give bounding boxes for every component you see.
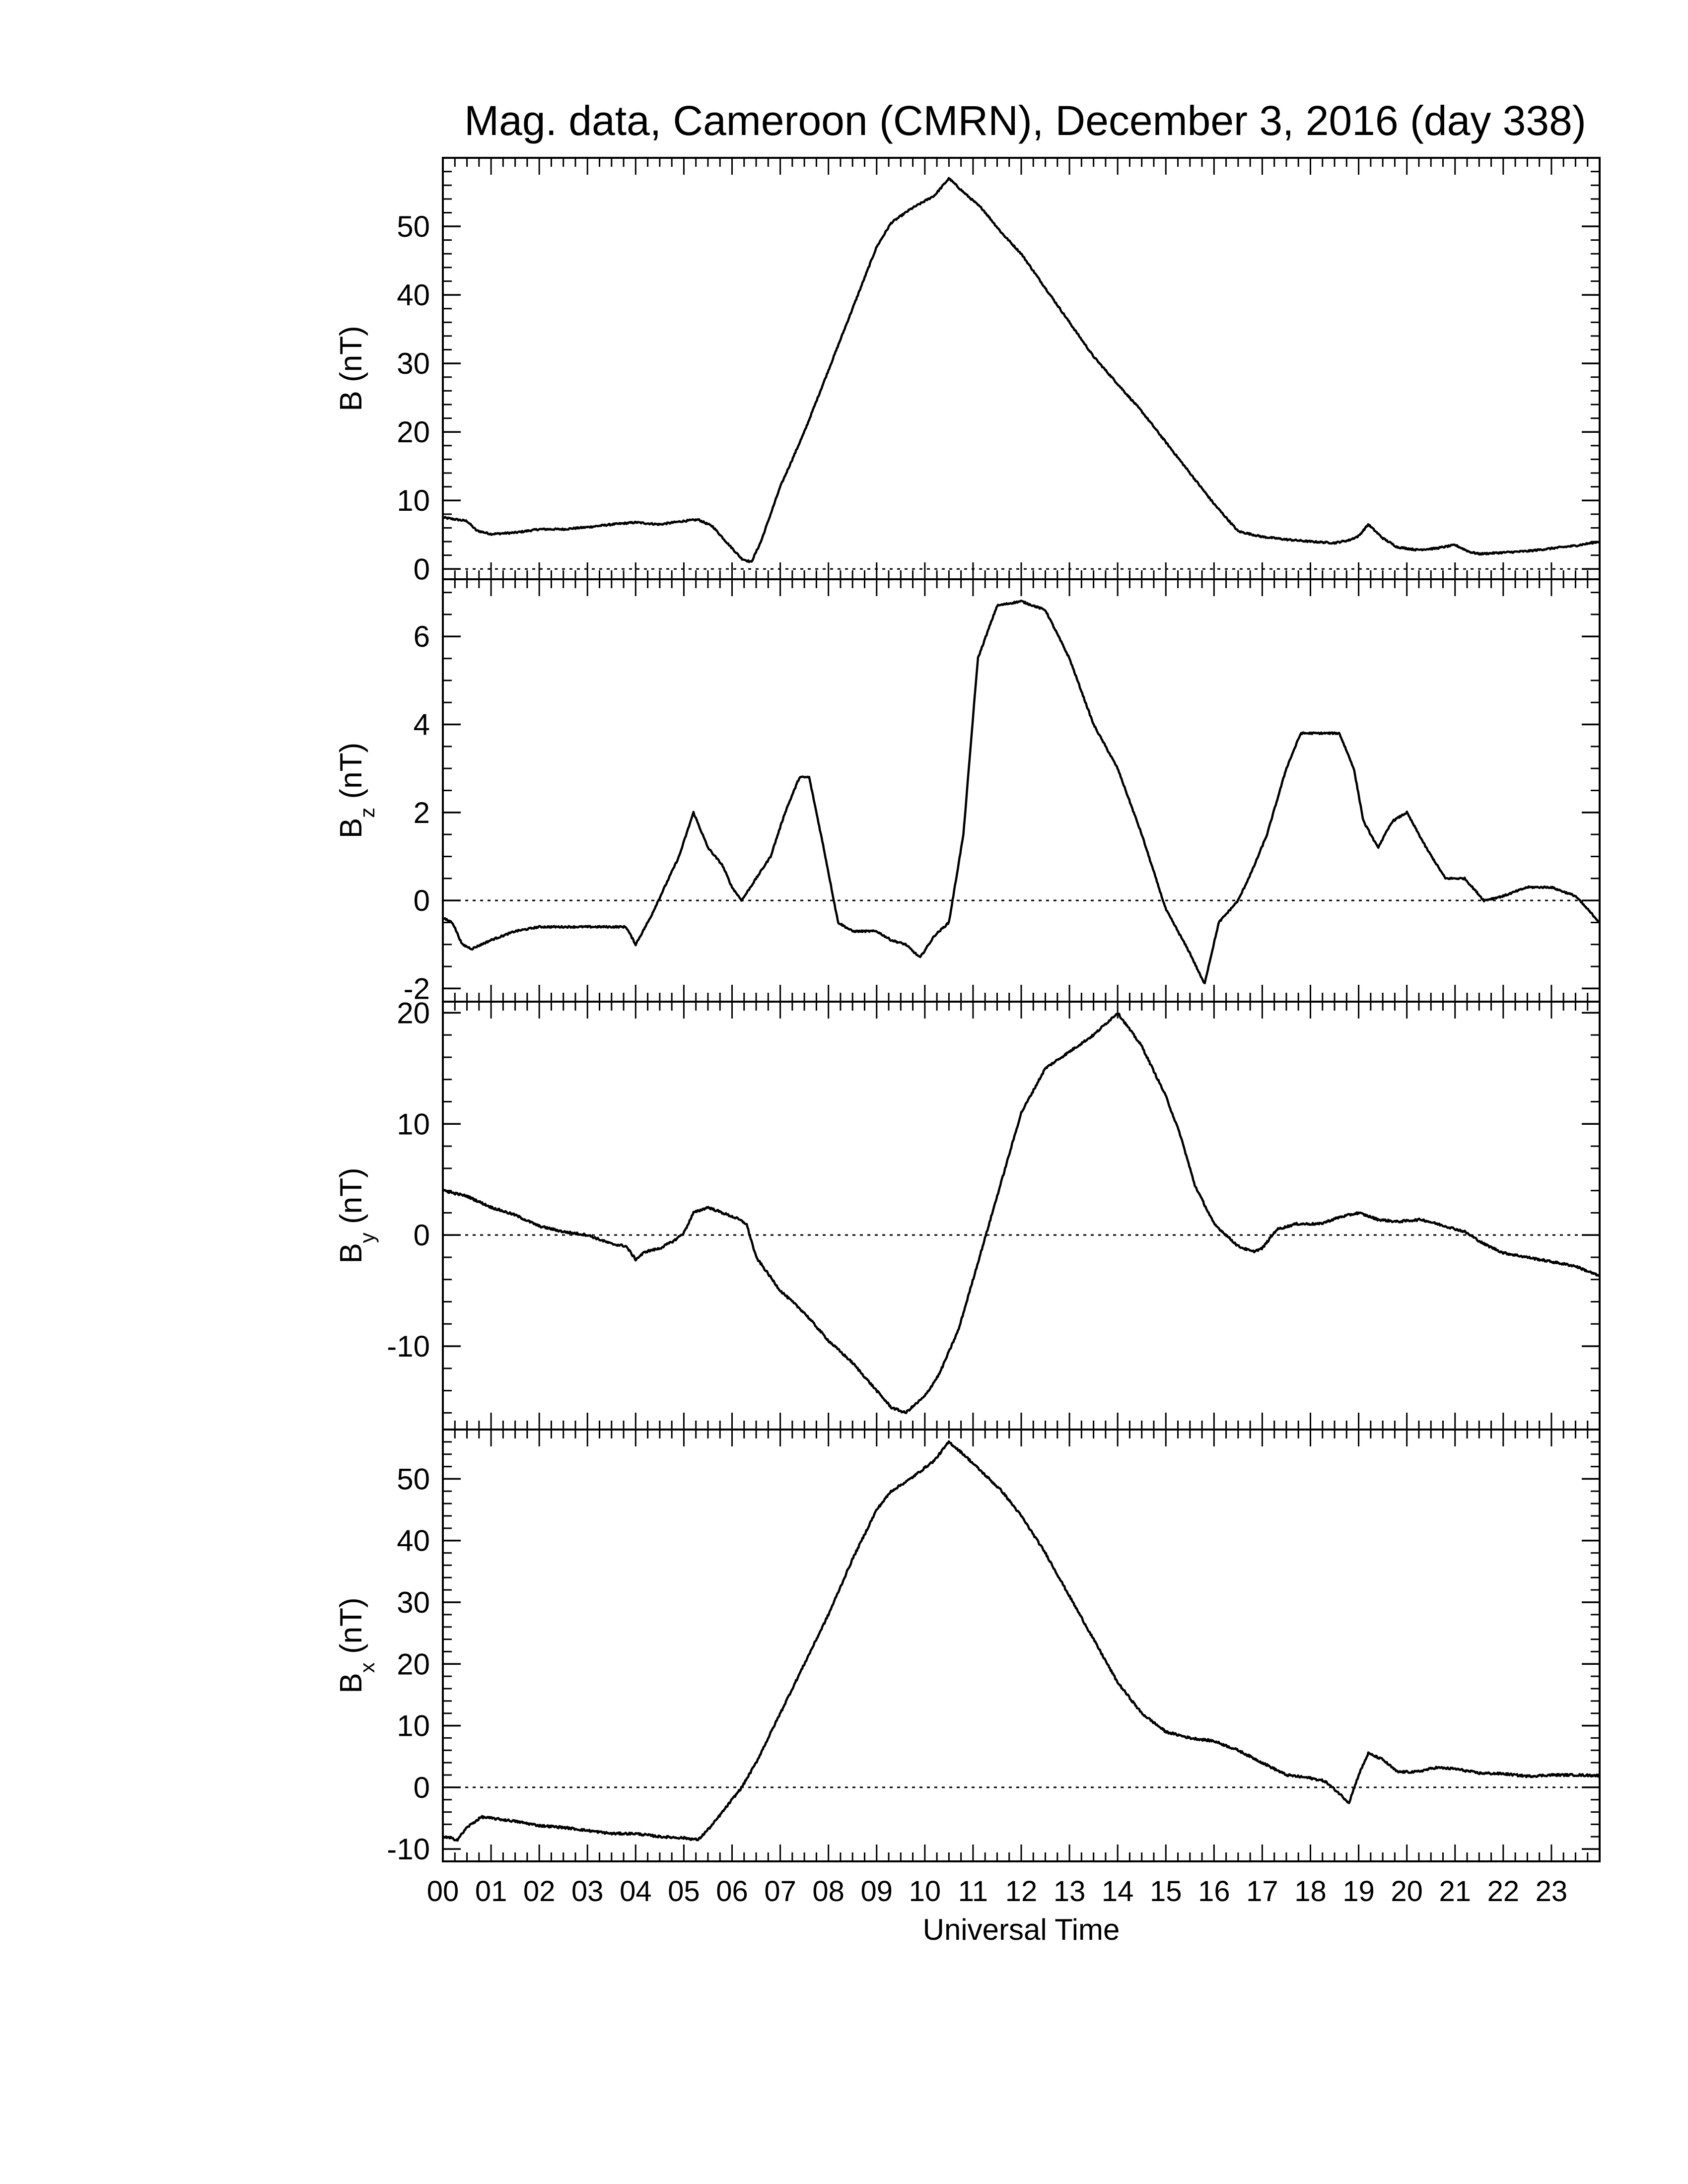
x-tick-label: 04 [620, 1875, 652, 1908]
y-tick-label: 6 [414, 620, 430, 653]
y-tick-label: 0 [414, 884, 430, 917]
x-tick-label: 08 [812, 1875, 844, 1908]
series-line [442, 177, 1600, 563]
y-tick-label: 4 [414, 708, 430, 742]
x-tick-label: 11 [958, 1875, 988, 1908]
x-tick-label: 17 [1246, 1875, 1278, 1908]
y-tick-label: -10 [387, 1833, 430, 1866]
y-tick-label: 0 [414, 1771, 430, 1804]
series-line [442, 1440, 1601, 1842]
x-tick-label: 15 [1150, 1875, 1182, 1908]
x-tick-label: 22 [1487, 1875, 1520, 1908]
x-tick-label: 16 [1198, 1875, 1230, 1908]
x-tick-label: 19 [1342, 1875, 1375, 1908]
x-tick-label: 05 [668, 1875, 700, 1908]
x-tick-label: 21 [1439, 1875, 1471, 1908]
x-tick-label: 18 [1294, 1875, 1327, 1908]
x-tick-label: 07 [764, 1875, 796, 1908]
y-tick-label: 0 [414, 1219, 430, 1252]
y-tick-label: 30 [397, 347, 430, 380]
y-tick-label: -2 [404, 972, 430, 1005]
x-tick-label: 20 [1391, 1875, 1423, 1908]
chart-title: Mag. data, Cameroon (CMRN), December 3, … [464, 97, 1586, 144]
x-tick-label: 00 [427, 1875, 459, 1908]
plot-frame [442, 578, 1601, 1003]
y-tick-label: 40 [397, 278, 430, 312]
y-axis-label: B (nT) [334, 326, 368, 411]
plot-frame [442, 1429, 1601, 1862]
x-tick-label: 09 [860, 1875, 893, 1908]
y-tick-label: 2 [414, 796, 430, 829]
x-tick-label: 01 [475, 1875, 507, 1908]
y-tick-label: 50 [397, 1462, 430, 1496]
y-tick-label: 30 [397, 1586, 430, 1619]
x-tick-labels: 00 01 02 03 04 05 06 07 08 09 10 11 12 13 14 15 16 17 18 19… [427, 1875, 1567, 1908]
panel-4: -10 0 10 20 30 40 50 Bx (nT) [334, 1429, 1601, 1866]
y-tick-label: 50 [397, 210, 430, 243]
series-line [442, 600, 1601, 984]
panel-2: -2 0 2 4 6 Bz (nT) [334, 578, 1601, 1005]
y-axis-label: Bz (nT) [334, 743, 379, 838]
y-axis-label: By (nT) [334, 1167, 379, 1263]
y-axis-label: Bx (nT) [334, 1597, 379, 1693]
x-tick-label: 14 [1102, 1875, 1134, 1908]
series-line [442, 1013, 1601, 1414]
y-tick-label: 10 [397, 1709, 430, 1743]
x-tick-label: 23 [1536, 1875, 1568, 1908]
panel-1: 0 10 20 30 40 50 B (nT) [334, 157, 1601, 586]
y-tick-label: 20 [397, 415, 430, 449]
x-axis-label: Universal Time [923, 1913, 1120, 1946]
panels: 0 10 20 30 40 50 B (nT) -2 0 2 4 6 Bz (nT) -10 0 10 20 By… [334, 157, 1601, 1866]
y-tick-label: -10 [387, 1330, 430, 1363]
x-tick-label: 06 [716, 1875, 748, 1908]
y-tick-label: 20 [397, 1647, 430, 1681]
x-tick-label: 10 [909, 1875, 941, 1908]
plot-frame [442, 157, 1601, 580]
y-tick-label: 20 [397, 996, 430, 1029]
x-tick-label: 13 [1054, 1875, 1086, 1908]
y-tick-label: 10 [397, 484, 430, 517]
panel-3: -10 0 10 20 By (nT) [334, 996, 1601, 1431]
y-tick-label: 0 [414, 552, 430, 586]
y-tick-label: 10 [397, 1107, 430, 1141]
plot-frame [442, 1001, 1601, 1431]
x-tick-label: 02 [523, 1875, 556, 1908]
y-tick-label: 40 [397, 1524, 430, 1558]
x-tick-label: 12 [1005, 1875, 1038, 1908]
x-tick-label: 03 [571, 1875, 604, 1908]
